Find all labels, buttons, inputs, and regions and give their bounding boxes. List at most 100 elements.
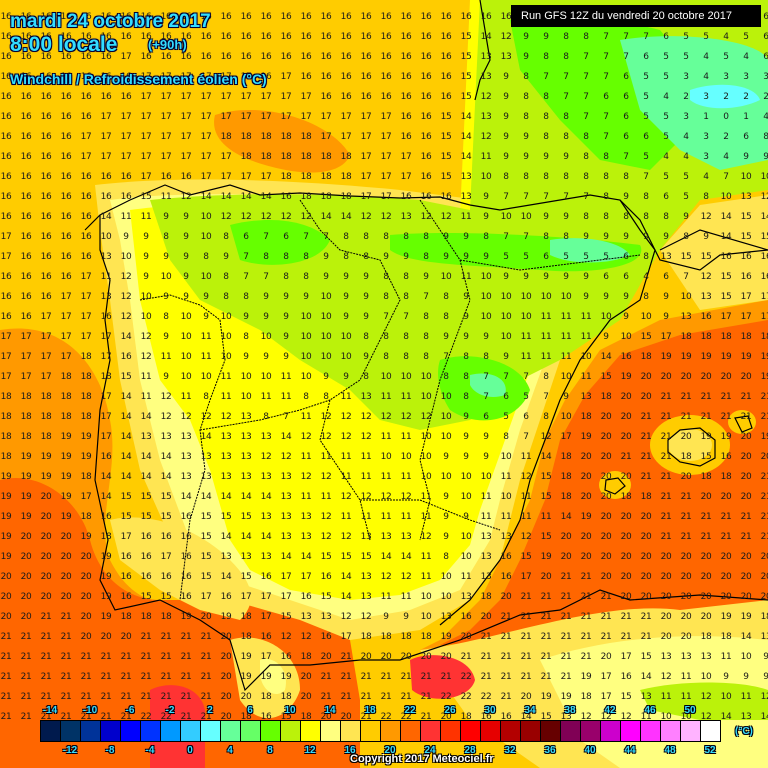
grid-value: 18 <box>700 632 712 642</box>
grid-value: 4 <box>703 72 709 82</box>
grid-value: 8 <box>423 252 429 262</box>
grid-value: 18 <box>300 652 312 662</box>
grid-value: 17 <box>100 112 112 122</box>
grid-value: 20 <box>20 612 32 622</box>
grid-value: 16 <box>420 192 432 202</box>
grid-value: 13 <box>200 472 212 482</box>
grid-value: 18 <box>320 172 332 182</box>
grid-value: 16 <box>400 32 412 42</box>
grid-value: 11 <box>420 572 432 582</box>
grid-value: 8 <box>303 272 309 282</box>
grid-value: 12 <box>320 412 332 422</box>
grid-value: 14 <box>400 552 412 562</box>
grid-value: 16 <box>320 12 332 22</box>
grid-value: 14 <box>760 712 768 722</box>
grid-value: 9 <box>563 212 569 222</box>
grid-value: 16 <box>120 12 132 22</box>
grid-value: 16 <box>180 172 192 182</box>
grid-value: 21 <box>640 452 652 462</box>
grid-value: 21 <box>740 392 752 402</box>
grid-value: 16 <box>500 552 512 562</box>
grid-value: 9 <box>343 272 349 282</box>
grid-value: 18 <box>240 612 252 622</box>
grid-value: 19 <box>720 432 732 442</box>
grid-value: 12 <box>320 532 332 542</box>
grid-value: 17 <box>220 172 232 182</box>
grid-value: 9 <box>343 292 349 302</box>
grid-value: 9 <box>603 292 609 302</box>
grid-value: 13 <box>480 572 492 582</box>
grid-value: 20 <box>320 652 332 662</box>
grid-value: 20 <box>760 572 768 582</box>
grid-value: 22 <box>480 692 492 702</box>
grid-value: 7 <box>563 192 569 202</box>
grid-value: 16 <box>620 352 632 362</box>
colorbar-label: 12 <box>304 745 316 756</box>
grid-value: 17 <box>200 92 212 102</box>
grid-value: 1 <box>703 112 709 122</box>
grid-value: 12 <box>360 492 372 502</box>
grid-value: 17 <box>200 172 212 182</box>
grid-value: 21 <box>560 592 572 602</box>
grid-value: 22 <box>400 712 412 722</box>
grid-value: 16 <box>40 232 52 242</box>
grid-value: 6 <box>623 92 629 102</box>
grid-value: 10 <box>320 332 332 342</box>
grid-value: 21 <box>580 632 592 642</box>
grid-value: 14 <box>320 212 332 222</box>
grid-value: 14 <box>300 552 312 562</box>
grid-value: 20 <box>420 652 432 662</box>
grid-value: 12 <box>300 212 312 222</box>
grid-value: 13 <box>360 392 372 402</box>
grid-value: 14 <box>480 32 492 42</box>
grid-value: 16 <box>480 12 492 22</box>
grid-value: 17 <box>300 572 312 582</box>
grid-value: 17 <box>600 672 612 682</box>
grid-value: 17 <box>300 92 312 102</box>
grid-value: 6 <box>623 252 629 262</box>
grid-value: 20 <box>580 452 592 462</box>
grid-value: 16 <box>440 72 452 82</box>
grid-value: 11 <box>520 352 532 362</box>
grid-value: 17 <box>80 312 92 322</box>
grid-value: 15 <box>160 492 172 502</box>
colorbar-label: 44 <box>624 745 636 756</box>
grid-value: 12 <box>160 412 172 422</box>
grid-value: 19 <box>100 612 112 622</box>
grid-value: 18 <box>60 412 72 422</box>
grid-value: 18 <box>580 692 592 702</box>
grid-value: 11 <box>520 332 532 342</box>
colorbar-swatch <box>681 721 701 741</box>
grid-value: 16 <box>60 232 72 242</box>
grid-value: 9 <box>323 272 329 282</box>
grid-value: 17 <box>740 292 752 302</box>
grid-value: 17 <box>60 292 72 302</box>
grid-value: 20 <box>520 692 532 702</box>
grid-value: 19 <box>0 552 12 562</box>
grid-value: 21 <box>700 412 712 422</box>
grid-value: 22 <box>440 692 452 702</box>
grid-value: 17 <box>520 572 532 582</box>
grid-value: 7 <box>323 232 329 242</box>
grid-value: 21 <box>140 632 152 642</box>
grid-value: 17 <box>80 332 92 342</box>
grid-value: 20 <box>0 572 12 582</box>
grid-value: 10 <box>560 412 572 422</box>
grid-value: 13 <box>460 592 472 602</box>
grid-value: 6 <box>663 192 669 202</box>
grid-value: 19 <box>580 512 592 522</box>
grid-value: 21 <box>420 672 432 682</box>
grid-value: 8 <box>563 172 569 182</box>
grid-value: 20 <box>60 592 72 602</box>
grid-value: 16 <box>60 92 72 102</box>
grid-value: 16 <box>280 12 292 22</box>
grid-value: 8 <box>523 92 529 102</box>
grid-value: 17 <box>280 72 292 82</box>
grid-value: 18 <box>80 352 92 362</box>
grid-value: 10 <box>440 272 452 282</box>
grid-value: 18 <box>740 332 752 342</box>
grid-value: 8 <box>423 352 429 362</box>
grid-value: 9 <box>443 492 449 502</box>
grid-value: 20 <box>620 432 632 442</box>
grid-value: 21 <box>740 412 752 422</box>
